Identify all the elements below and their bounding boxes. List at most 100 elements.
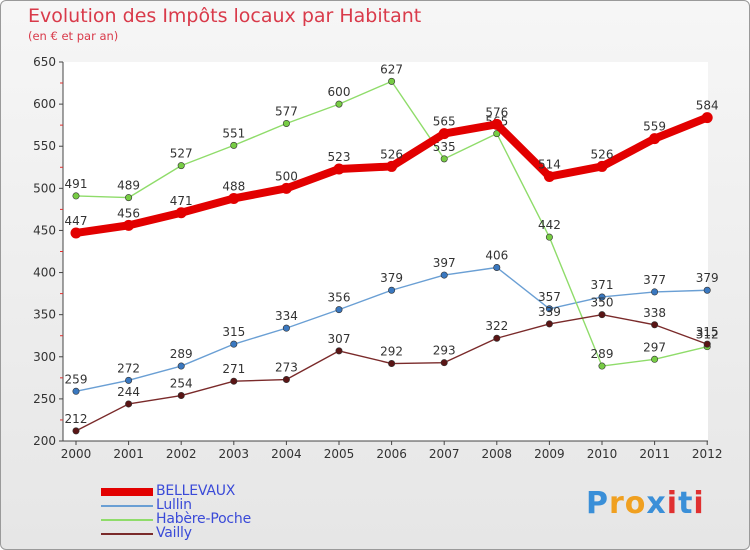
data-label: 338	[643, 306, 666, 320]
data-label: 315	[222, 325, 245, 339]
data-point	[440, 155, 448, 163]
data-label: 526	[591, 147, 614, 161]
logo-letter: r	[609, 486, 625, 521]
data-label: 356	[328, 291, 351, 305]
data-point	[596, 160, 608, 172]
data-point	[493, 264, 501, 272]
x-tick-label: 2005	[324, 447, 355, 461]
y-tick-label: 650	[33, 55, 56, 69]
data-point	[651, 355, 659, 363]
data-point	[701, 112, 713, 124]
data-point	[491, 118, 503, 130]
x-tick-label: 2011	[639, 447, 670, 461]
data-point	[230, 377, 238, 385]
data-label: 339	[538, 305, 561, 319]
legend: BELLEVAUX Lullin Habère-Poche Vailly	[101, 483, 321, 541]
legend-item-lullin[interactable]: Lullin	[101, 497, 321, 513]
data-point	[72, 427, 80, 435]
data-point	[125, 376, 133, 384]
data-point	[228, 192, 240, 204]
data-label: 297	[643, 340, 666, 354]
y-tick-label: 200	[33, 434, 56, 448]
data-point	[598, 293, 606, 301]
data-point	[440, 271, 448, 279]
legend-swatch	[101, 533, 153, 535]
data-label: 350	[591, 296, 614, 310]
data-point	[545, 233, 553, 241]
data-label: 406	[485, 249, 508, 263]
legend-swatch	[101, 505, 153, 507]
data-label: 271	[222, 362, 245, 376]
data-point	[649, 133, 661, 145]
y-tick-label: 400	[33, 266, 56, 280]
legend-item-vailly[interactable]: Vailly	[101, 525, 321, 541]
data-label: 559	[643, 120, 666, 134]
data-label: 500	[275, 169, 298, 183]
proxiti-logo: Proxiti	[586, 486, 705, 521]
data-label: 315	[696, 325, 719, 339]
data-point	[388, 286, 396, 294]
data-point	[335, 306, 343, 314]
data-point	[230, 340, 238, 348]
data-label: 273	[275, 361, 298, 375]
data-point	[72, 387, 80, 395]
data-point	[335, 100, 343, 108]
logo-letter: i	[693, 486, 705, 521]
x-tick-label: 2002	[166, 447, 197, 461]
data-point	[388, 360, 396, 368]
data-point	[282, 324, 290, 332]
data-point	[651, 288, 659, 296]
data-label: 293	[433, 344, 456, 358]
chart-title: Evolution des Impôts locaux par Habitant	[28, 5, 422, 27]
x-tick-label: 2006	[376, 447, 407, 461]
logo-letter: o	[624, 486, 647, 521]
data-label: 577	[275, 104, 298, 118]
legend-label: BELLEVAUX	[156, 483, 236, 499]
data-point	[177, 392, 185, 400]
data-label: 212	[65, 412, 88, 426]
data-label: 322	[485, 319, 508, 333]
x-tick-label: 2007	[429, 447, 460, 461]
data-point	[598, 362, 606, 370]
data-label: 312	[696, 328, 719, 342]
data-label: 254	[170, 377, 193, 391]
legend-item-habere-poche[interactable]: Habère-Poche	[101, 511, 321, 527]
logo-letter: P	[586, 486, 609, 521]
data-label: 526	[380, 147, 403, 161]
y-tick-label: 250	[33, 392, 56, 406]
data-label: 334	[275, 309, 298, 323]
legend-label: Habère-Poche	[156, 511, 252, 527]
data-label: 442	[538, 218, 561, 232]
x-tick-label: 2003	[219, 447, 250, 461]
data-point	[335, 347, 343, 355]
data-label: 259	[65, 372, 88, 386]
logo-letter: t	[678, 486, 694, 521]
data-point	[70, 227, 82, 239]
data-point	[125, 400, 133, 408]
data-point	[72, 192, 80, 200]
data-point	[493, 334, 501, 342]
data-label: 523	[328, 150, 351, 164]
data-label: 371	[591, 278, 614, 292]
data-label: 627	[380, 62, 403, 76]
data-point	[493, 130, 501, 138]
data-label: 488	[222, 179, 245, 193]
data-point	[543, 171, 555, 183]
y-tick-label: 300	[33, 350, 56, 364]
data-point	[282, 376, 290, 384]
y-tick-label: 350	[33, 308, 56, 322]
logo-letter: i	[666, 486, 679, 521]
legend-item-bellevaux[interactable]: BELLEVAUX	[101, 483, 321, 499]
y-tick-label: 600	[33, 97, 56, 111]
data-point	[545, 320, 553, 328]
data-label: 377	[643, 273, 666, 287]
x-tick-label: 2000	[61, 447, 92, 461]
data-point	[282, 119, 290, 127]
data-point	[703, 286, 711, 294]
data-point	[545, 305, 553, 313]
x-tick-label: 2008	[482, 447, 513, 461]
data-label: 379	[696, 271, 719, 285]
data-point	[177, 362, 185, 370]
